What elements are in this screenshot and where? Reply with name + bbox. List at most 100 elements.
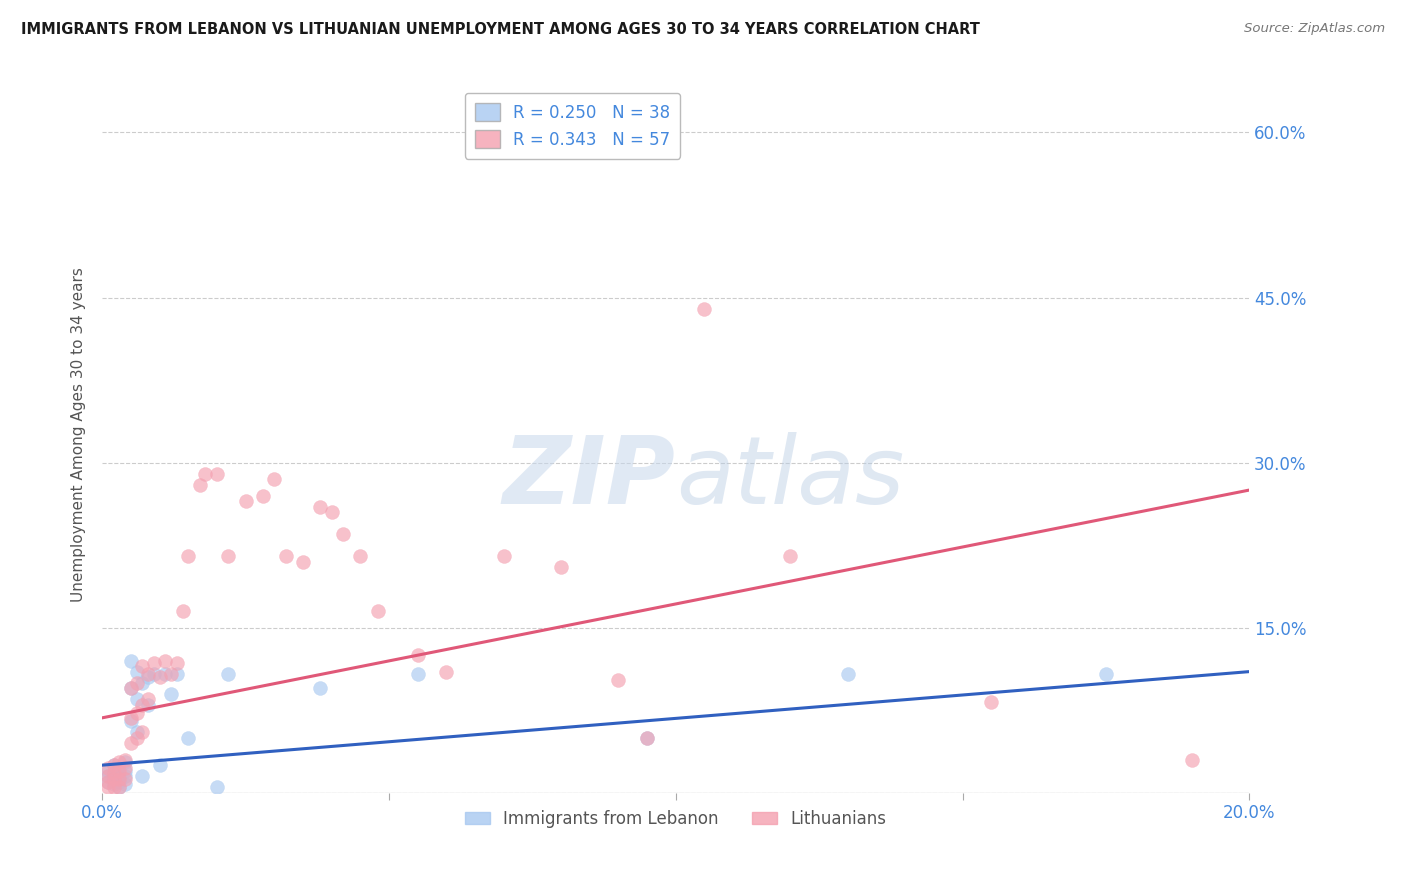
- Point: [120, 711, 142, 725]
- Point: [103, 777, 125, 791]
- Point: [103, 765, 125, 780]
- Point: [114, 777, 136, 791]
- Point: [114, 769, 136, 783]
- Point: [1095, 666, 1118, 681]
- Text: IMMIGRANTS FROM LEBANON VS LITHUANIAN UNEMPLOYMENT AMONG AGES 30 TO 34 YEARS COR: IMMIGRANTS FROM LEBANON VS LITHUANIAN UN…: [21, 22, 980, 37]
- Point: [349, 549, 371, 563]
- Point: [636, 731, 658, 745]
- Point: [97, 764, 120, 778]
- Point: [108, 769, 131, 783]
- Point: [108, 755, 131, 769]
- Point: [103, 772, 125, 787]
- Point: [252, 489, 274, 503]
- Point: [131, 698, 153, 712]
- Point: [125, 731, 148, 745]
- Point: [434, 665, 457, 679]
- Point: [108, 761, 131, 775]
- Point: [114, 761, 136, 775]
- Point: [114, 753, 136, 767]
- Point: [636, 731, 658, 745]
- Point: [108, 780, 131, 794]
- Point: [131, 675, 153, 690]
- Point: [108, 780, 131, 794]
- Point: [263, 472, 285, 486]
- Point: [97, 761, 120, 775]
- Point: [166, 656, 188, 670]
- Point: [217, 549, 239, 563]
- Point: [120, 654, 142, 668]
- Point: [235, 494, 257, 508]
- Point: [131, 659, 153, 673]
- Point: [136, 670, 159, 684]
- Point: [108, 764, 131, 778]
- Point: [177, 731, 200, 745]
- Point: [114, 755, 136, 769]
- Point: [274, 549, 297, 563]
- Point: [114, 764, 136, 778]
- Point: [332, 527, 354, 541]
- Point: [188, 477, 211, 491]
- Point: [837, 666, 859, 681]
- Point: [980, 695, 1002, 709]
- Text: atlas: atlas: [676, 433, 904, 524]
- Point: [779, 549, 801, 563]
- Point: [406, 648, 429, 662]
- Point: [125, 692, 148, 706]
- Point: [160, 666, 183, 681]
- Point: [607, 673, 630, 688]
- Point: [205, 467, 228, 481]
- Y-axis label: Unemployment Among Ages 30 to 34 years: Unemployment Among Ages 30 to 34 years: [72, 268, 86, 602]
- Point: [136, 666, 159, 681]
- Point: [125, 665, 148, 679]
- Point: [131, 725, 153, 739]
- Point: [103, 758, 125, 772]
- Legend: Immigrants from Lebanon, Lithuanians: Immigrants from Lebanon, Lithuanians: [458, 803, 893, 834]
- Point: [148, 758, 170, 772]
- Point: [131, 769, 153, 783]
- Point: [177, 549, 200, 563]
- Point: [1181, 753, 1204, 767]
- Point: [125, 675, 148, 690]
- Point: [108, 774, 131, 789]
- Point: [103, 758, 125, 772]
- Point: [125, 706, 148, 721]
- Point: [148, 670, 170, 684]
- Point: [155, 654, 177, 668]
- Point: [693, 301, 716, 316]
- Point: [108, 772, 131, 787]
- Point: [136, 692, 159, 706]
- Point: [125, 725, 148, 739]
- Point: [120, 714, 142, 728]
- Point: [103, 765, 125, 780]
- Point: [103, 780, 125, 794]
- Point: [97, 774, 120, 789]
- Point: [406, 666, 429, 681]
- Point: [194, 467, 217, 481]
- Point: [550, 560, 572, 574]
- Point: [136, 698, 159, 712]
- Point: [97, 769, 120, 783]
- Point: [321, 505, 343, 519]
- Point: [155, 666, 177, 681]
- Point: [492, 549, 515, 563]
- Point: [120, 681, 142, 695]
- Point: [291, 555, 314, 569]
- Text: Source: ZipAtlas.com: Source: ZipAtlas.com: [1244, 22, 1385, 36]
- Point: [309, 681, 332, 695]
- Point: [97, 780, 120, 794]
- Point: [166, 666, 188, 681]
- Point: [114, 772, 136, 787]
- Point: [217, 666, 239, 681]
- Point: [120, 681, 142, 695]
- Point: [142, 666, 165, 681]
- Text: ZIP: ZIP: [503, 432, 676, 524]
- Point: [160, 687, 183, 701]
- Point: [97, 774, 120, 789]
- Point: [366, 604, 388, 618]
- Point: [120, 736, 142, 750]
- Point: [142, 656, 165, 670]
- Point: [97, 769, 120, 783]
- Point: [309, 500, 332, 514]
- Point: [205, 780, 228, 794]
- Point: [103, 772, 125, 787]
